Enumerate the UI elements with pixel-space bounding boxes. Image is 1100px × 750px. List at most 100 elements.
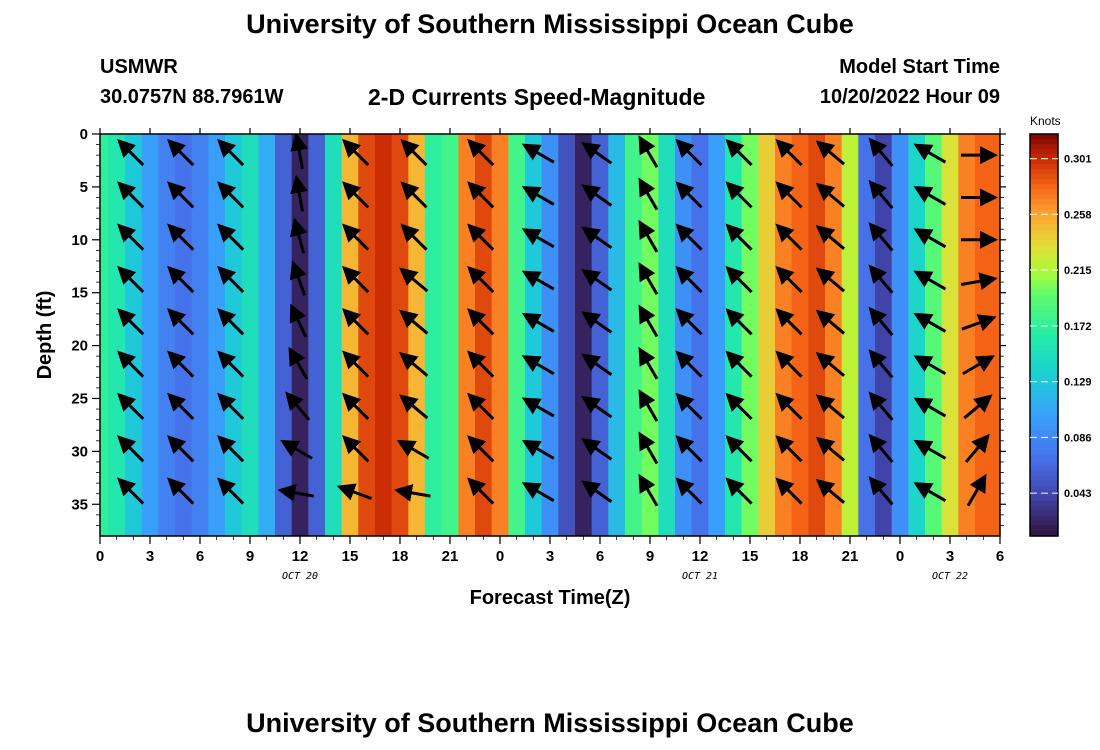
current-vector xyxy=(675,350,703,378)
current-vector xyxy=(815,182,846,208)
heatmap-cell xyxy=(225,134,243,536)
current-vector xyxy=(725,181,753,209)
heatmap-cell xyxy=(541,134,559,536)
colorbar-segment xyxy=(1030,154,1058,160)
current-vector xyxy=(815,267,846,293)
current-vector xyxy=(963,394,993,420)
current-vector xyxy=(675,181,703,209)
colorbar-segment xyxy=(1030,355,1058,361)
y-tick-label: 20 xyxy=(71,338,88,355)
current-vector xyxy=(467,308,495,336)
current-vector xyxy=(399,394,429,420)
current-vector xyxy=(400,138,428,167)
colorbar-segment xyxy=(1030,229,1058,236)
current-vector xyxy=(725,265,753,294)
current-vector xyxy=(775,350,803,378)
colorbar-segment xyxy=(1030,410,1058,416)
colorbar-segment xyxy=(1030,134,1058,140)
current-vector xyxy=(961,314,997,332)
colorbar-segment xyxy=(1030,164,1058,170)
current-vector xyxy=(638,262,659,295)
colorbar-segment xyxy=(1030,385,1058,391)
heatmap-cell xyxy=(325,134,343,536)
current-vector xyxy=(290,174,308,212)
colorbar-segment xyxy=(1030,304,1058,311)
heatmap-cell xyxy=(858,134,876,536)
model-start-label: Model Start Time xyxy=(839,56,1000,78)
current-vector xyxy=(217,477,245,505)
product-title: 2-D Currents Speed-Magnitude xyxy=(368,84,706,110)
current-vector xyxy=(217,392,245,421)
current-vector xyxy=(467,477,495,505)
current-vector xyxy=(342,223,370,251)
current-vector xyxy=(868,349,894,379)
current-vector xyxy=(868,179,894,210)
heatmap-cell xyxy=(575,134,593,536)
current-vector xyxy=(336,483,373,501)
colorbar-segment xyxy=(1030,470,1058,477)
heatmap-cell xyxy=(158,134,176,536)
current-vector xyxy=(815,351,846,377)
colorbar-segment xyxy=(1030,360,1058,366)
current-vector xyxy=(638,135,659,169)
current-vector xyxy=(289,260,307,296)
heatmap-cell xyxy=(425,134,443,536)
current-vector xyxy=(217,138,245,167)
colorbar-segment xyxy=(1030,144,1058,150)
current-vector xyxy=(167,223,195,251)
current-vector xyxy=(467,392,495,421)
colorbar-segment xyxy=(1030,390,1058,396)
heatmap-cell xyxy=(758,134,776,536)
current-vector xyxy=(815,225,846,250)
colorbar-tick-label: 0.086 xyxy=(1064,432,1092,444)
colorbar-tick-label: 0.215 xyxy=(1064,265,1092,277)
current-vector xyxy=(467,350,495,378)
current-vector xyxy=(913,143,947,164)
colorbar-segment xyxy=(1030,460,1058,467)
current-vector xyxy=(581,268,613,292)
current-vector xyxy=(913,397,947,418)
colorbar-segment xyxy=(1030,405,1058,411)
colorbar-segment xyxy=(1030,264,1058,271)
heatmap-cell xyxy=(891,134,909,536)
colorbar-segment xyxy=(1030,480,1058,487)
heatmap-cell xyxy=(241,134,259,536)
currents-chart: 0 3 6 9 12 15 18 21 0 3 6 9 12 15 18 21 0 3 6 0 5 10 15 20 25 30 3… xyxy=(34,114,1092,609)
current-vector xyxy=(815,394,846,420)
current-vector xyxy=(725,477,753,505)
colorbar-segment xyxy=(1030,495,1058,502)
current-vector xyxy=(725,392,753,421)
colorbar-tick-label: 0.129 xyxy=(1064,377,1092,389)
current-vector xyxy=(725,350,753,378)
current-vector xyxy=(342,350,370,378)
current-vector xyxy=(521,312,555,333)
current-vector xyxy=(117,350,145,378)
current-vector xyxy=(775,435,803,463)
current-vector xyxy=(960,272,998,291)
current-vector xyxy=(675,308,703,336)
heatmap-cell xyxy=(608,134,626,536)
current-vector xyxy=(638,431,659,465)
current-vector xyxy=(775,308,803,336)
current-vector xyxy=(467,265,495,294)
x-tick-label: 6 xyxy=(596,548,604,565)
current-vector xyxy=(581,141,613,165)
colorbar-segment xyxy=(1030,309,1058,316)
colorbar-segment xyxy=(1030,420,1058,427)
heatmap-cell xyxy=(391,134,409,536)
colorbar-segment xyxy=(1030,455,1058,462)
current-vector xyxy=(117,477,145,505)
x-tick-label: 12 xyxy=(292,548,309,565)
current-vector xyxy=(290,134,308,170)
colorbar-segment xyxy=(1030,274,1058,281)
colorbar-segment xyxy=(1030,269,1058,276)
current-vector xyxy=(288,346,309,380)
colorbar-frame xyxy=(1029,133,1059,537)
colorbar-segment xyxy=(1030,350,1058,356)
current-vector xyxy=(521,185,555,206)
heatmap-cell xyxy=(941,134,959,536)
heatmap-cell xyxy=(658,134,676,536)
current-vector xyxy=(675,138,703,167)
colorbar-segment xyxy=(1030,445,1058,452)
colorbar-segment xyxy=(1030,279,1058,286)
